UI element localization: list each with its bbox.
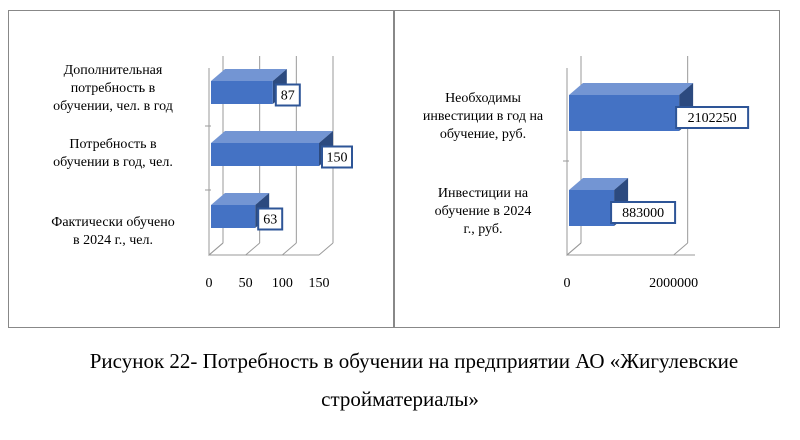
category-label: Фактически обучено	[51, 215, 174, 230]
data-label-box	[257, 207, 284, 231]
bar-front-face	[211, 205, 256, 228]
category-label: потребность в	[71, 81, 156, 96]
category-label: обучение в 2024	[435, 204, 532, 219]
category-label: инвестиции в год на	[423, 109, 544, 124]
chart-panel-investments: 0 2000000 2102250 Необходимы инвестиции в го…	[394, 10, 780, 328]
category-label: обучении в год, чел.	[53, 155, 173, 170]
data-label-box	[321, 145, 353, 169]
gridline-floor	[318, 242, 334, 256]
category-label: г., руб.	[464, 222, 503, 237]
bar-top-face	[569, 83, 694, 95]
x-tick-label: 0	[564, 276, 571, 291]
gridline-floor	[208, 242, 224, 256]
x-tick-label: 0	[206, 276, 213, 291]
data-label: 2102250	[688, 111, 737, 126]
data-label: 63	[263, 213, 277, 228]
bar-top-face	[211, 69, 287, 81]
category-label: обучении, чел. в год	[53, 99, 173, 114]
data-label: 150	[327, 151, 348, 166]
chart-svg-training-people: 0 50 100 150 87 Дополнительная потребность в об…	[51, 56, 353, 291]
gridline-floor	[566, 242, 582, 256]
data-label: 883000	[622, 206, 664, 221]
category-label: Необходимы	[445, 91, 521, 106]
x-tick-label: 150	[309, 276, 330, 291]
bar-top-face	[569, 178, 629, 190]
data-label-box	[675, 106, 750, 129]
bar-front-face	[211, 143, 319, 166]
data-label: 87	[281, 89, 295, 104]
figure-caption-line2: стройматериалы»	[321, 387, 479, 411]
x-tick-label: 2000000	[649, 276, 698, 291]
x-tick-label: 100	[272, 276, 293, 291]
gridline-floor	[673, 242, 688, 256]
bar-top-face	[211, 193, 270, 205]
category-label: Потребность в	[69, 137, 157, 152]
chart-svg-investments: 0 2000000 2102250 Необходимы инвестиции в го…	[423, 56, 750, 291]
gridline-floor	[245, 242, 260, 256]
bar	[211, 193, 270, 228]
bar-front-face	[569, 190, 615, 226]
x-tick-label: 50	[239, 276, 253, 291]
bar	[569, 83, 694, 131]
category-label: Дополнительная	[64, 63, 163, 78]
category-label: в 2024 г., чел.	[73, 233, 153, 248]
figure-caption-line1: Рисунок 22- Потребность в обучении на пр…	[89, 349, 739, 373]
bar-front-face	[569, 95, 680, 131]
category-label: обучение, руб.	[440, 127, 526, 142]
gridline-floor	[282, 242, 297, 256]
bar	[211, 131, 333, 166]
chart-panel-training-people: 0 50 100 150 87 Дополнительная потребность в об…	[8, 10, 394, 328]
bar-front-face	[211, 81, 273, 104]
bar-top-face	[211, 131, 333, 143]
category-label: Инвестиции на	[438, 186, 529, 201]
data-label-box	[610, 201, 677, 224]
data-label-box	[274, 83, 301, 107]
